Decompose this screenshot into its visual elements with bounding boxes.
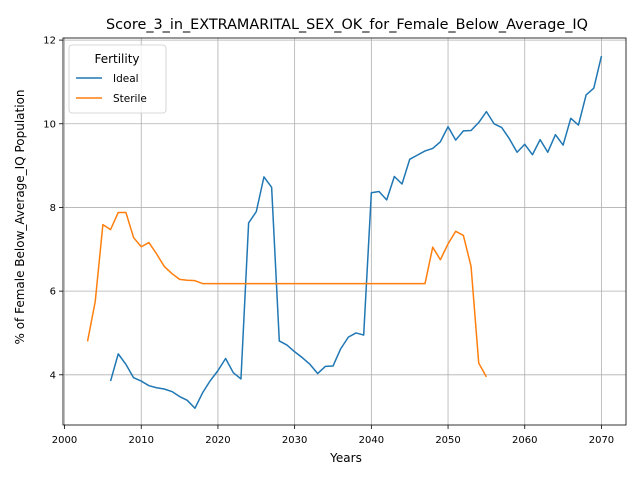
grid-lines [63, 38, 626, 425]
plot-frame [62, 37, 627, 426]
x-axis-label: Years [329, 451, 362, 465]
y-tick-label: 4 [50, 370, 56, 381]
legend-title: Fertility [94, 52, 139, 66]
series-lines [86, 55, 603, 410]
x-tick-label: 2060 [512, 435, 537, 446]
y-tick-label: 6 [50, 287, 56, 298]
x-tick-label: 2000 [52, 435, 77, 446]
legend-box [68, 44, 167, 114]
x-tick-label: 2050 [435, 435, 460, 446]
legend: Fertility Ideal Sterile [68, 44, 167, 114]
x-tick-label: 2010 [129, 435, 154, 446]
y-tick-label: 8 [50, 203, 56, 214]
y-axis-label: % of Female Below_Average_IQ Population [13, 89, 27, 344]
x-tick-label: 2030 [282, 435, 307, 446]
x-tick-label: 2020 [205, 435, 230, 446]
y-tick-label: 10 [43, 119, 56, 130]
x-axis-ticks: 2000 2010 2020 2030 2040 2050 2060 2070 [52, 425, 614, 446]
series-line-sterile [86, 211, 488, 378]
series-line-ideal [109, 55, 603, 410]
chart-title: Score_3_in_EXTRAMARITAL_SEX_OK_for_Femal… [106, 17, 588, 33]
y-axis-ticks: 4 6 8 10 12 [43, 36, 63, 381]
x-tick-label: 2040 [359, 435, 384, 446]
legend-label-ideal: Ideal [113, 73, 139, 85]
x-tick-label: 2070 [589, 435, 614, 446]
legend-label-sterile: Sterile [113, 93, 147, 105]
y-tick-label: 12 [43, 36, 56, 47]
